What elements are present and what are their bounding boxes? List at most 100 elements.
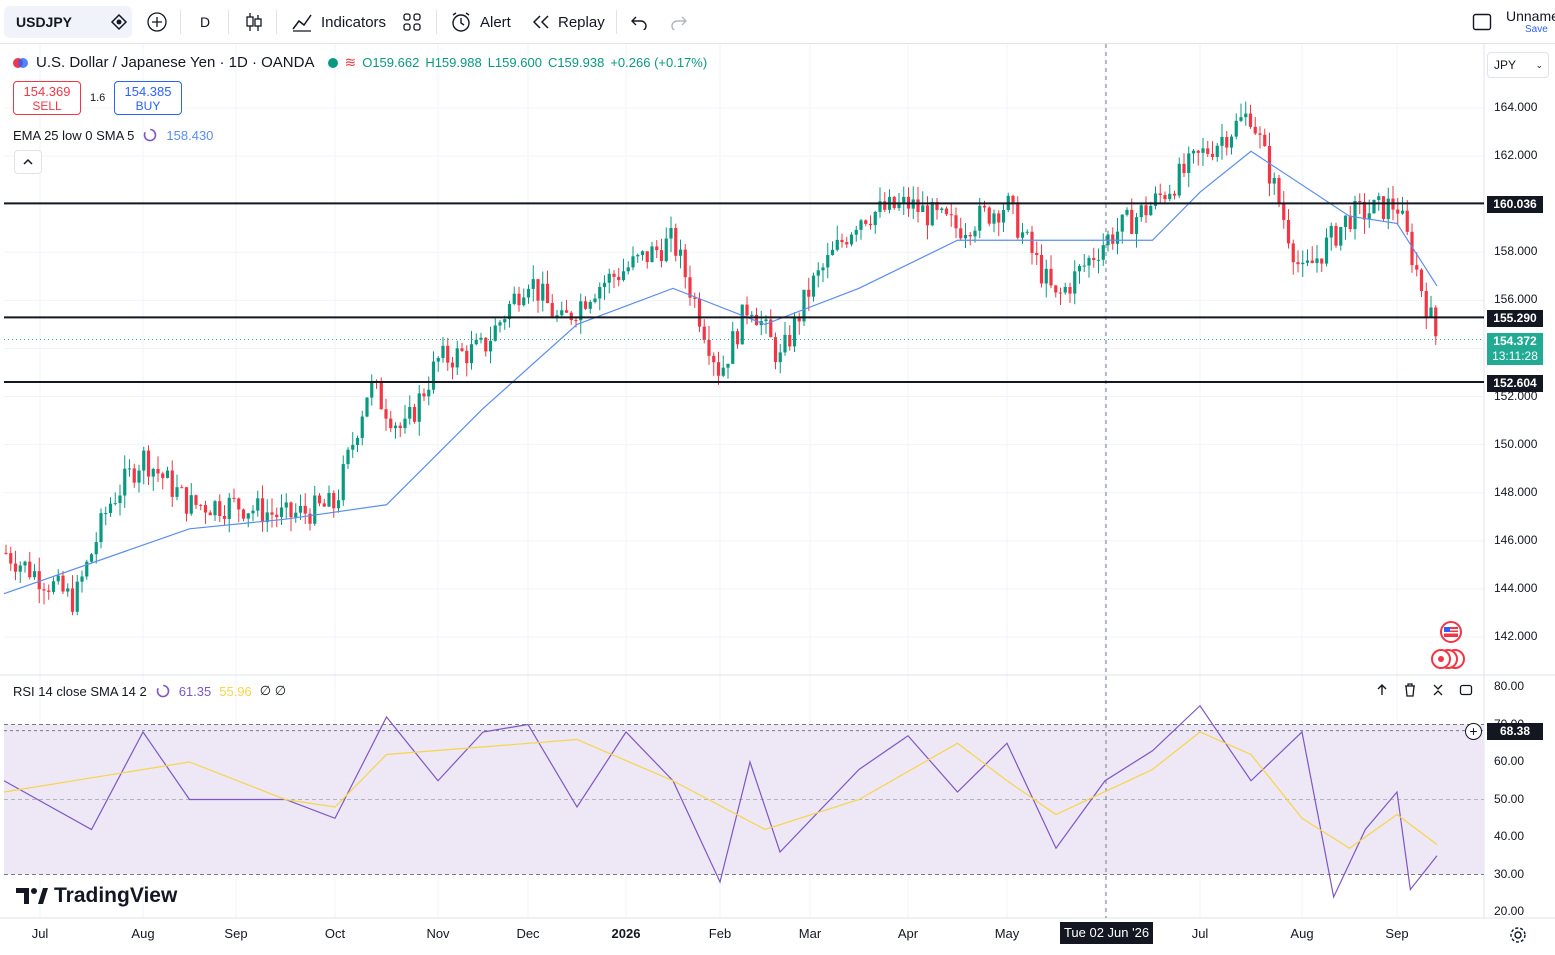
candle-body: [1134, 217, 1139, 234]
candle-body: [1272, 178, 1276, 184]
candle-body: [788, 334, 792, 347]
candle-body: [940, 208, 944, 211]
save-button[interactable]: Save: [1525, 24, 1548, 35]
us-flag-event-icon[interactable]: [1440, 621, 1462, 643]
undo-icon[interactable]: [630, 8, 648, 36]
candle-body: [783, 334, 787, 353]
candle-body: [664, 238, 668, 262]
candle-body: [688, 277, 692, 298]
candle-body: [227, 497, 231, 519]
candle-body: [1058, 292, 1063, 294]
data-problem-icon[interactable]: ≋: [344, 54, 357, 70]
sell-button[interactable]: 154.369 SELL: [13, 81, 81, 115]
price-tick-label: 158.000: [1494, 244, 1538, 259]
alert-button[interactable]: Alert: [450, 8, 511, 36]
redo-icon[interactable]: [670, 8, 688, 36]
replay-label: Replay: [558, 13, 605, 31]
candle-body: [469, 344, 474, 364]
candle-body: [1267, 145, 1272, 184]
symbol-label[interactable]: USDJPY: [16, 14, 73, 30]
candle-body: [493, 325, 497, 341]
candle-body: [332, 492, 336, 509]
candle-body: [1296, 262, 1300, 265]
rewind-icon: [532, 15, 549, 29]
add-plus-icon[interactable]: +: [1465, 723, 1482, 740]
candle-body: [1248, 113, 1253, 127]
indicators-button[interactable]: Indicators: [291, 8, 386, 36]
time-tick-label: Feb: [708, 926, 732, 941]
time-tick-label: 2026: [611, 926, 641, 941]
ohlc-open: O159.662: [362, 55, 420, 70]
indicators-icon: [292, 14, 312, 32]
buy-button[interactable]: 154.385 BUY: [114, 81, 182, 115]
candle-body: [1139, 205, 1143, 218]
candle-body: [450, 362, 455, 368]
ohlc-change: +0.266 (+0.17%): [610, 55, 708, 70]
candle-body: [1301, 262, 1305, 265]
candle-body: [246, 513, 250, 519]
candle-body: [118, 495, 122, 504]
time-tick-label: Apr: [897, 926, 919, 941]
candle-body: [944, 208, 949, 215]
candle-body: [1149, 205, 1153, 216]
candle-body: [621, 271, 626, 281]
candle-body: [1201, 148, 1205, 153]
candle-body: [541, 283, 545, 301]
candle-body: [180, 487, 184, 489]
level-tag-3: 152.604: [1487, 375, 1543, 392]
maximize-pane-icon[interactable]: [1458, 682, 1474, 698]
candle-body: [982, 205, 987, 208]
candle-body: [446, 345, 450, 363]
trash-icon[interactable]: [1402, 682, 1418, 698]
candle-body: [127, 468, 132, 470]
rsi-tick-label: 40.00: [1494, 829, 1525, 843]
candle-body: [683, 249, 687, 278]
rsi-empty-values: ∅ ∅: [259, 683, 287, 698]
collapse-legend-button[interactable]: [14, 150, 42, 174]
time-tick-label: Jul: [1191, 926, 1209, 941]
candle-body: [826, 254, 830, 268]
templates-icon[interactable]: [402, 8, 422, 36]
ema-legend[interactable]: EMA 25 low 0 SMA 5 158.430: [13, 127, 213, 143]
candle-body: [731, 331, 735, 364]
interval-button[interactable]: D: [200, 14, 211, 30]
candles-icon[interactable]: [244, 8, 264, 36]
candle-body: [1210, 153, 1215, 157]
price-chart[interactable]: [0, 44, 1555, 955]
candle-body: [859, 220, 863, 230]
alarm-clock-icon: [452, 12, 470, 32]
candle-body: [260, 498, 265, 523]
layout-name[interactable]: Unname: [1506, 8, 1555, 24]
fullscreen-checkbox-icon[interactable]: [1472, 8, 1492, 36]
replay-button[interactable]: Replay: [532, 8, 605, 36]
candle-body: [588, 302, 592, 309]
rsi-legend[interactable]: RSI 14 close SMA 14 2 61.35 55.96 ∅ ∅: [13, 683, 286, 699]
last-price-tag: 154.372 13:11:28: [1487, 333, 1543, 365]
compare-icon[interactable]: [109, 8, 129, 36]
candle-body: [1244, 113, 1248, 118]
candle-body: [479, 337, 483, 340]
candle-body: [522, 297, 526, 306]
candle-body: [94, 542, 98, 555]
candle-body: [270, 512, 274, 515]
candle-body: [697, 298, 702, 327]
chevron-down-icon: ⌄: [1535, 60, 1543, 70]
candle-body: [408, 406, 412, 419]
currency-select[interactable]: JPY ⌄: [1487, 52, 1549, 78]
settings-gear-icon[interactable]: [1508, 925, 1528, 950]
candle-body: [1372, 199, 1376, 214]
level-tag-1: 160.036: [1487, 196, 1543, 213]
candle-body: [1063, 287, 1067, 293]
candle-body: [1286, 219, 1291, 244]
symbol-search[interactable]: [4, 6, 132, 38]
add-symbol-icon[interactable]: [146, 8, 168, 36]
move-up-icon[interactable]: [1374, 682, 1390, 698]
candle-body: [1054, 285, 1058, 293]
candle-body: [1310, 260, 1314, 264]
price-tick-label: 152.000: [1494, 388, 1538, 403]
collapse-pane-icon[interactable]: [1430, 682, 1446, 698]
candle-body: [1291, 243, 1295, 263]
tradingview-logo[interactable]: TradingView: [16, 884, 177, 908]
candle-body: [645, 251, 649, 263]
events-stack-icon[interactable]: [1428, 648, 1470, 675]
